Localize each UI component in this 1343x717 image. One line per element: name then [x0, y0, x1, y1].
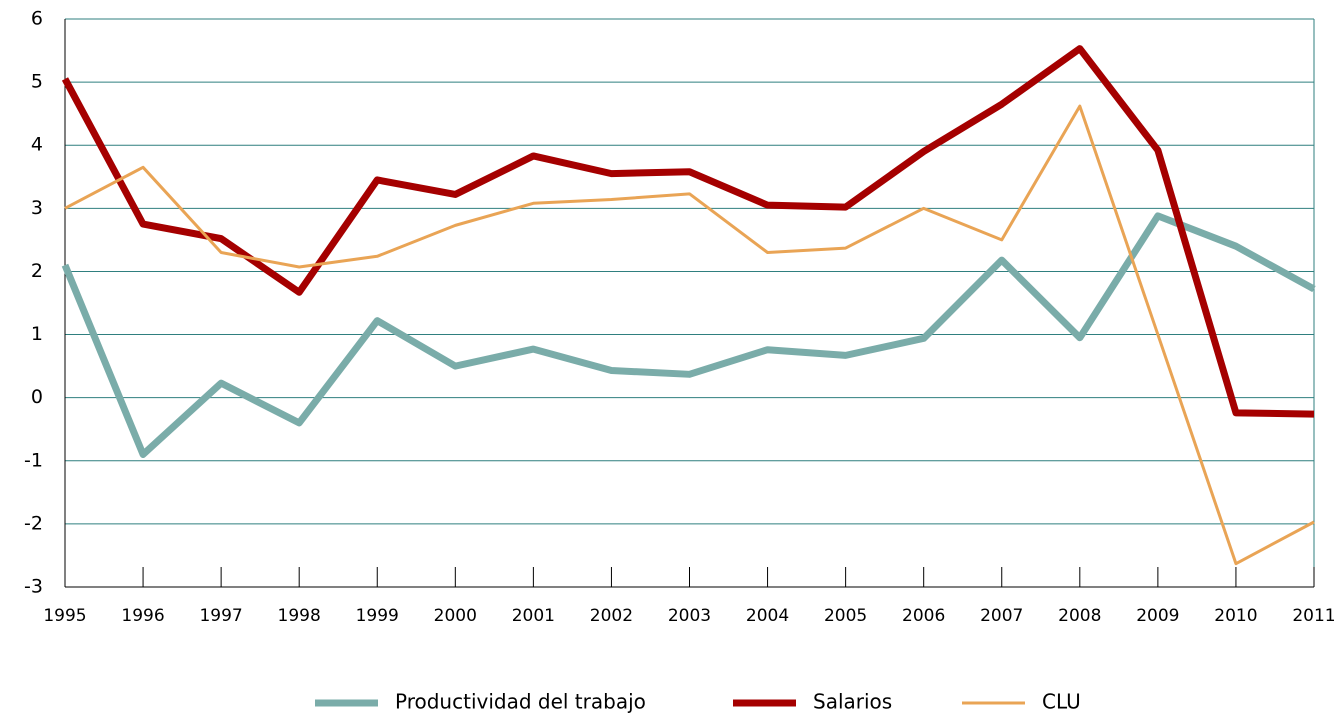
- y-tick-label: 2: [31, 260, 43, 282]
- y-tick-label: 5: [31, 71, 43, 93]
- x-tick-label: 2002: [590, 606, 633, 626]
- y-tick-label: 3: [31, 197, 43, 219]
- y-tick-label: -3: [24, 576, 43, 598]
- x-tick-label: 2005: [824, 606, 867, 626]
- x-tick-label: 2009: [1136, 606, 1179, 626]
- x-tick-label: 1996: [121, 606, 164, 626]
- series-line: [64, 104, 1315, 566]
- y-tick-label: 4: [31, 134, 43, 156]
- x-tick-label: 2004: [746, 606, 789, 626]
- x-tick-label: 2000: [434, 606, 477, 626]
- legend-text: Productividad del trabajo: [395, 690, 646, 714]
- legend-text: Salarios: [813, 690, 892, 714]
- series-line: [61, 212, 1316, 458]
- x-tick-label: 1999: [356, 606, 399, 626]
- x-tick-label: 2011: [1292, 606, 1335, 626]
- x-tick-label: 2007: [980, 606, 1023, 626]
- series-line: [61, 45, 1315, 418]
- x-tick-label: 2010: [1214, 606, 1257, 626]
- legend-text: CLU: [1042, 690, 1081, 714]
- y-tick-label: 1: [31, 323, 43, 345]
- x-tick-label: 1998: [278, 606, 321, 626]
- y-tick-label: -1: [24, 449, 43, 471]
- y-tick-label: -2: [24, 512, 43, 534]
- y-tick-label: 0: [31, 386, 43, 408]
- y-tick-label: 6: [31, 8, 43, 30]
- x-tick-label: 1995: [43, 606, 86, 626]
- x-tick-label: 2001: [512, 606, 555, 626]
- x-tick-label: 2006: [902, 606, 945, 626]
- x-tick-label: 2003: [668, 606, 711, 626]
- x-tick-label: 2008: [1058, 606, 1101, 626]
- x-tick-label: 1997: [199, 606, 242, 626]
